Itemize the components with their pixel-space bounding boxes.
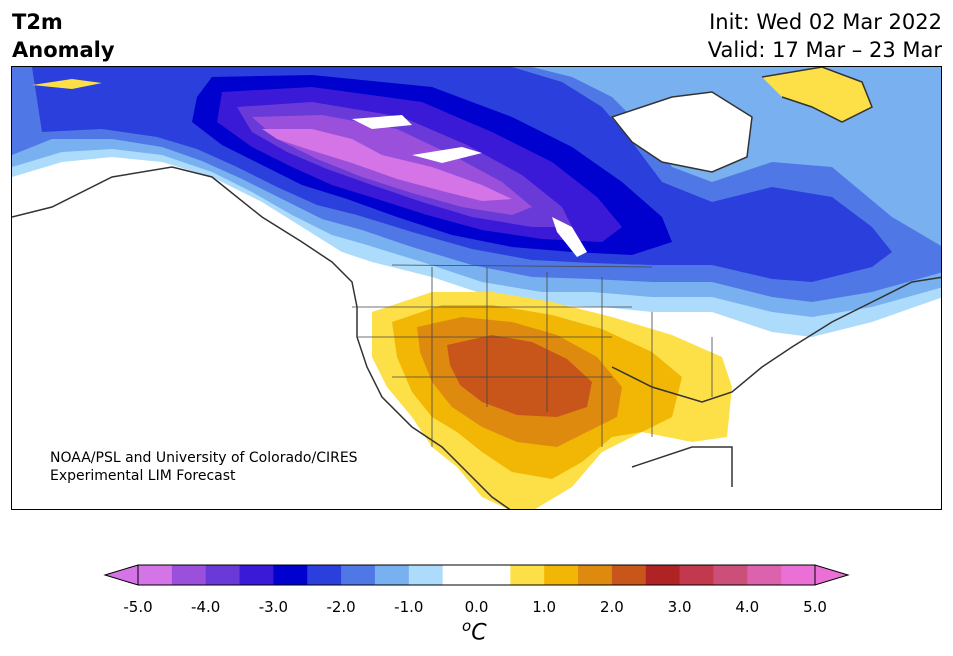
colorbar-cell (645, 565, 681, 585)
colorbar-cell (171, 565, 207, 585)
colorbar-cells (138, 565, 816, 585)
colorbar-tick-label: -3.0 (258, 598, 289, 616)
colorbar-cell (544, 565, 579, 585)
colorbar (103, 564, 850, 586)
colorbar-outline (137, 564, 816, 586)
colorbar-unit: oC (462, 617, 487, 645)
colorbar-cell (307, 565, 342, 585)
colorbar-tick-label: 2.0 (599, 598, 624, 616)
colorbar-cell (578, 565, 613, 585)
forecast-dates: Init: Wed 02 Mar 2022 Valid: 17 Mar – 23… (708, 8, 942, 64)
colorbar-cell (374, 565, 410, 585)
colorbar-cell (679, 565, 714, 585)
colorbar-cell (408, 565, 444, 585)
credit-line1: NOAA/PSL and University of Colorado/CIRE… (50, 450, 358, 466)
colorbar-cell (510, 565, 545, 585)
colorbar-under-triangle (103, 564, 139, 586)
colorbar-tick-label: 1.0 (532, 598, 557, 616)
lake-2 (412, 147, 482, 163)
colorbar-cell (341, 565, 376, 585)
map-title: T2m Anomaly (12, 8, 115, 64)
colorbar-cell (205, 565, 241, 585)
state-borders (352, 264, 713, 447)
colorbar-tick-label: -2.0 (326, 598, 356, 616)
map-title-line2: Anomaly (12, 38, 115, 62)
colorbar-cell (442, 565, 477, 585)
colorbar-cell (611, 565, 647, 585)
colorbar-tick-label: 0.0 (464, 598, 489, 616)
colorbar-cell (239, 565, 274, 585)
credit-text: NOAA/PSL and University of Colorado/CIRE… (50, 449, 358, 485)
colorbar-tick-label: 4.0 (735, 598, 760, 616)
colorbar-tick-label: 3.0 (667, 598, 692, 616)
colorbar-tick-label: 5.0 (803, 598, 827, 616)
colorbar-cell (138, 565, 173, 585)
alaska-warm (32, 79, 102, 89)
valid-range: Valid: 17 Mar – 23 Mar (707, 38, 942, 62)
anomaly-map: NOAA/PSL and University of Colorado/CIRE… (11, 66, 942, 510)
warm-band-2.5 (447, 335, 592, 417)
map-title-line1: T2m (12, 10, 63, 34)
anomaly-map-svg (12, 67, 941, 509)
colorbar-cell (273, 565, 308, 585)
greenland-warm (762, 67, 872, 122)
colorbar-over-triangle (814, 564, 850, 586)
colorbar-cell (747, 565, 782, 585)
colorbar-cell (713, 565, 748, 585)
colorbar-unit-letter: C (471, 620, 487, 646)
cold-band-minus-4.5 (262, 129, 512, 201)
colorbar-tick-label: -5.0 (123, 598, 153, 616)
coastlines (12, 67, 941, 509)
colorbar-cell (476, 565, 511, 585)
lake-1 (352, 115, 412, 129)
colorbar-tick-label: -4.0 (191, 598, 221, 616)
init-date: Init: Wed 02 Mar 2022 (709, 10, 942, 34)
credit-line2: Experimental LIM Forecast (50, 468, 236, 484)
colorbar-tick-label: -1.0 (394, 598, 424, 616)
colorbar-cell (781, 565, 816, 585)
lake-3 (552, 217, 587, 257)
colorbar-unit-sup: o (462, 617, 472, 635)
